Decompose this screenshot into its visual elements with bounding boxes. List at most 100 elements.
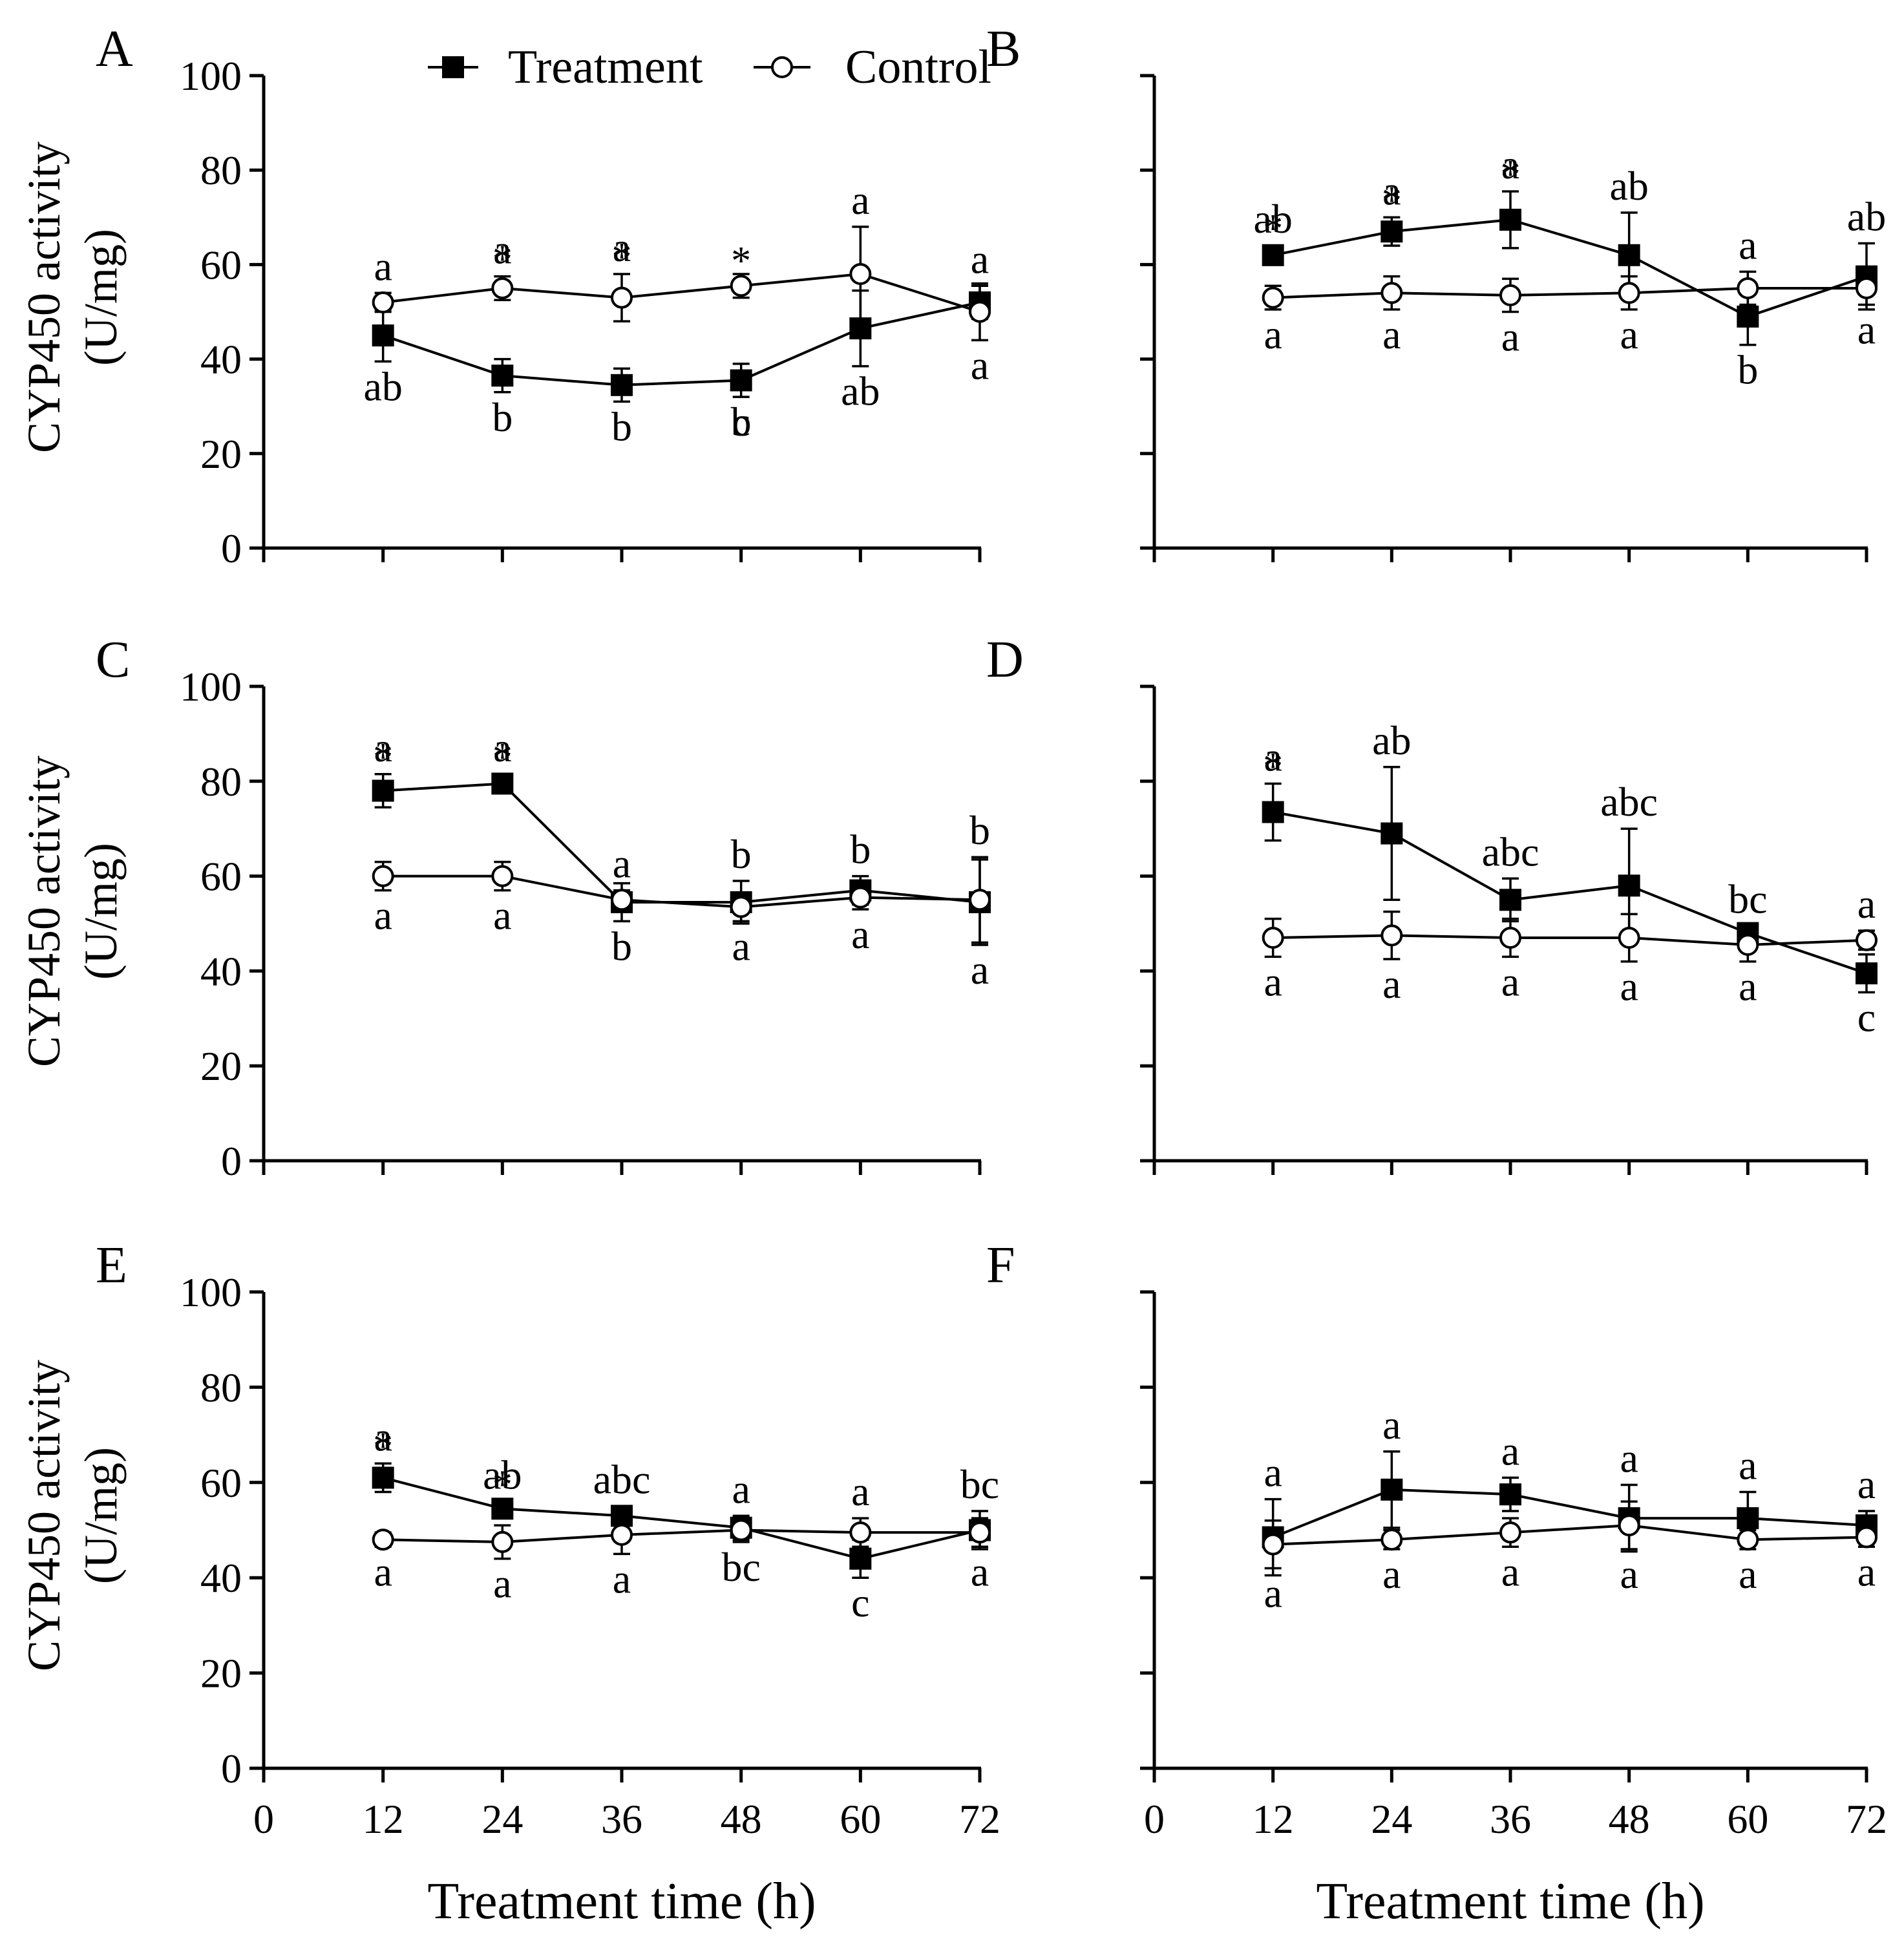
data-point-treatment: [1499, 1483, 1521, 1506]
series-line-control: [383, 1528, 980, 1543]
y-tick-label: 20: [200, 1651, 242, 1697]
significance-letter-treatment: bc: [721, 1544, 760, 1590]
significance-letter-control: a: [613, 1556, 631, 1602]
significance-letter-control: a: [1264, 958, 1282, 1004]
significance-letter-treatment: ab: [841, 368, 880, 414]
significance-letter-treatment: a: [374, 724, 392, 770]
y-tick-label: 20: [200, 431, 242, 477]
x-axis-title-right: Treatment time (h): [1316, 1873, 1704, 1930]
y-tick-label: 100: [180, 664, 242, 710]
series-line-treatment: [383, 1476, 980, 1560]
data-point-control: [1262, 1533, 1284, 1556]
significance-letter-treatment: abc: [1482, 829, 1539, 874]
x-tick-label: 12: [363, 1796, 404, 1842]
significance-letter-control: a: [1264, 1570, 1282, 1616]
data-point-control: [1856, 277, 1878, 299]
significance-star: *: [492, 735, 513, 779]
significance-letter-treatment: a: [1501, 1428, 1519, 1474]
series-control: [1262, 1500, 1878, 1570]
significance-letter-treatment: b: [611, 403, 632, 449]
significance-letter-control: a: [1264, 312, 1282, 357]
significance-letter-control: a: [1739, 964, 1757, 1010]
data-point-control: [372, 291, 394, 313]
significance-letter-control: a: [613, 841, 631, 887]
legend-label-control: Control: [845, 41, 991, 94]
data-point-treatment: [1618, 244, 1640, 266]
data-point-control: [1499, 284, 1521, 306]
series-control: [372, 856, 991, 944]
y-tick-label: 0: [221, 525, 242, 571]
data-point-control: [1499, 927, 1521, 949]
data-point-control: [1737, 1528, 1759, 1551]
data-point-treatment: [491, 772, 514, 795]
y-tick-label: 0: [221, 1746, 242, 1792]
y-tick-label: 80: [200, 147, 242, 193]
data-point-control: [1499, 1521, 1521, 1544]
significance-letter-treatment: bc: [960, 1461, 999, 1507]
significance-star: *: [492, 238, 513, 282]
series-control: [372, 1514, 991, 1560]
significance-star: *: [492, 1463, 513, 1507]
significance-letter-treatment: a: [971, 236, 989, 282]
series-control: [372, 226, 991, 342]
significance-letter-treatment: ab: [1847, 194, 1886, 240]
data-point-control: [1380, 924, 1403, 947]
series-line-control: [383, 874, 980, 909]
significance-letter-treatment: ab: [1253, 196, 1292, 242]
data-point-control: [730, 1519, 752, 1541]
significance-letter-treatment: ab: [1609, 163, 1648, 209]
significance-letter-control: a: [851, 177, 869, 223]
y-axis-title-row-1: CYP450 activity (U/mg): [18, 142, 127, 453]
data-point-control: [491, 277, 514, 299]
data-point-treatment: [1737, 1507, 1759, 1530]
significance-letter-treatment: a: [1501, 142, 1519, 187]
data-point-treatment: [1380, 1478, 1403, 1501]
series-treatment: [372, 284, 991, 403]
data-point-treatment: [1618, 874, 1640, 897]
data-point-treatment: [1856, 962, 1878, 985]
series-line-control: [1273, 286, 1867, 299]
x-tick-label: 48: [721, 1796, 762, 1842]
significance-letter-control: a: [1739, 1551, 1757, 1597]
significance-letter-treatment: a: [1857, 1461, 1876, 1507]
series-line-treatment: [383, 301, 980, 386]
legend-marker-control: [771, 56, 793, 78]
data-point-treatment: [1262, 801, 1284, 823]
data-point-control: [1618, 282, 1640, 304]
y-tick-label: 60: [200, 242, 242, 288]
x-tick-label: 48: [1609, 1796, 1650, 1842]
data-point-treatment: [491, 365, 514, 387]
significance-letter-control: a: [851, 911, 869, 957]
significance-letter-treatment: b: [731, 831, 752, 877]
y-tick-label: 40: [200, 948, 242, 994]
x-tick-label: 72: [1846, 1796, 1887, 1842]
legend: Treatment Control: [428, 41, 991, 94]
x-tick-label: 72: [959, 1796, 1000, 1842]
x-axis-titles: Treatment time (h) Treatment time (h): [427, 1873, 1704, 1930]
significance-star: *: [1382, 178, 1402, 222]
data-point-treatment: [372, 1466, 394, 1489]
data-point-control: [849, 263, 872, 286]
series-line-control: [1273, 934, 1867, 947]
x-tick-label: 0: [253, 1796, 274, 1842]
y-tick-label: 80: [200, 759, 242, 805]
data-point-control: [491, 1530, 514, 1553]
legend-entry-control: Control: [754, 41, 991, 94]
x-tick-label: 60: [840, 1796, 881, 1842]
data-point-control: [611, 1523, 633, 1546]
data-point-control: [611, 286, 633, 309]
significance-letter-treatment: ab: [363, 363, 402, 409]
y-axis-title-line2: (U/mg): [75, 1447, 127, 1584]
significance-letter-control: a: [1620, 964, 1638, 1010]
data-point-control: [849, 886, 872, 909]
y-axis-title-line2: (U/mg): [75, 229, 127, 366]
panels: A020406080100ababa*ba*bc*abaaaBaab*aa*aa…: [96, 21, 1887, 1842]
series-line-control: [383, 272, 980, 313]
significance-letter-treatment: b: [731, 399, 752, 445]
significance-letter-control: a: [374, 1549, 392, 1594]
series-treatment: [1262, 190, 1878, 346]
significance-letter-control: a: [1501, 958, 1519, 1004]
legend-label-treatment: Treatment: [508, 41, 703, 94]
